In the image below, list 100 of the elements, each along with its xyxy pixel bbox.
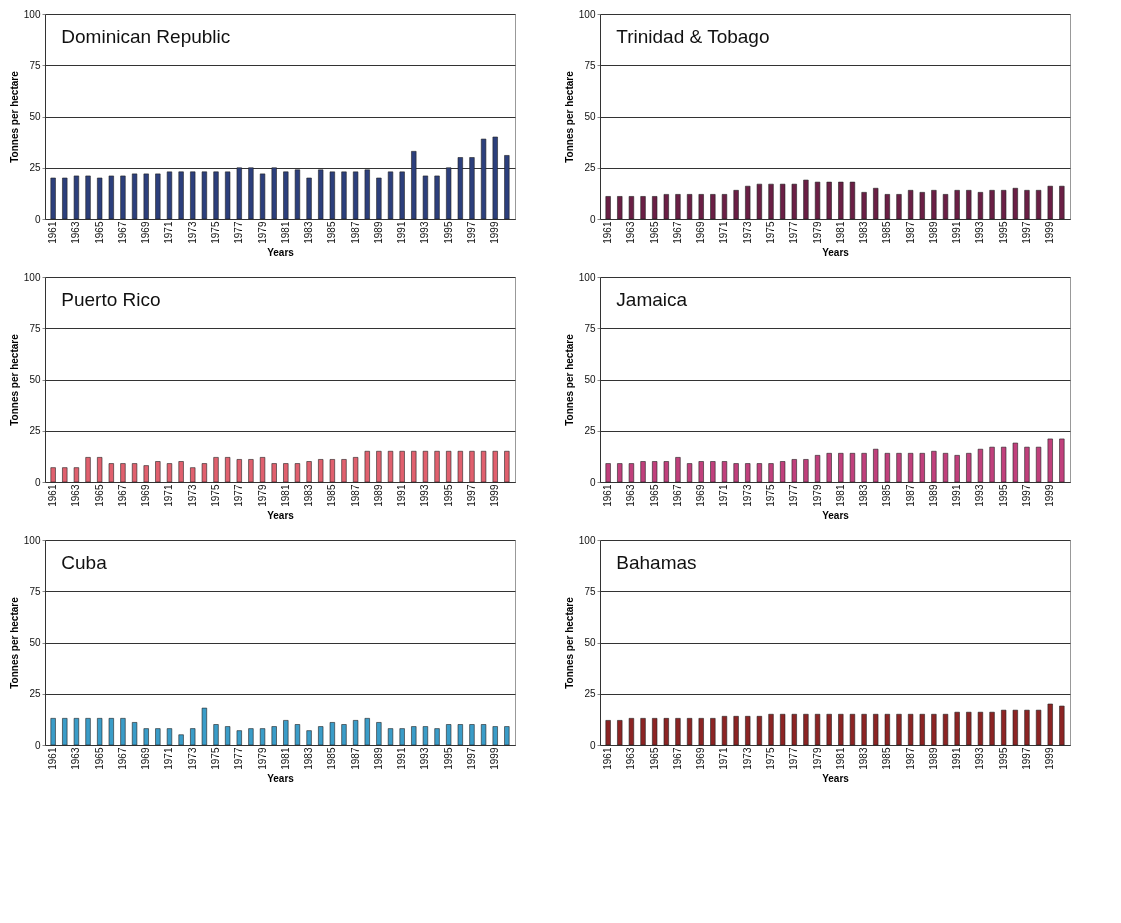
bar bbox=[376, 722, 382, 746]
y-tick-label: 100 bbox=[23, 8, 41, 20]
bar bbox=[271, 726, 277, 746]
x-tick-label: 1975 bbox=[210, 221, 222, 244]
y-tick-label: 25 bbox=[584, 162, 596, 174]
x-tick-label: 1999 bbox=[1044, 221, 1056, 244]
y-tick-label: 100 bbox=[578, 8, 596, 20]
y-tick-label: 75 bbox=[29, 322, 41, 334]
x-tick-label: 1975 bbox=[765, 747, 777, 770]
x-tick-label: 1985 bbox=[326, 221, 338, 244]
x-tick-label: 1989 bbox=[372, 484, 384, 507]
x-tick-label: 1997 bbox=[1020, 747, 1032, 770]
x-tick-label: 1989 bbox=[372, 221, 384, 244]
x-tick-label: 1979 bbox=[256, 221, 268, 244]
bar bbox=[259, 728, 266, 746]
x-tick-label: 1997 bbox=[1020, 221, 1032, 244]
x-tick-label: 1995 bbox=[997, 221, 1009, 244]
y-tick-label: 75 bbox=[584, 322, 596, 334]
x-tick-label: 1969 bbox=[695, 484, 707, 507]
bar bbox=[364, 718, 370, 746]
x-tick-label: 1979 bbox=[256, 747, 268, 770]
x-tick-label: 1977 bbox=[233, 484, 245, 507]
y-tick-label: 25 bbox=[584, 688, 596, 700]
x-tick-label: 1981 bbox=[279, 221, 291, 244]
bar bbox=[318, 726, 324, 746]
x-tick-label: 1973 bbox=[741, 747, 753, 770]
bar bbox=[259, 173, 266, 220]
bar bbox=[710, 461, 716, 483]
y-tick-label: 100 bbox=[23, 271, 41, 283]
x-tick-label: 1999 bbox=[489, 221, 501, 244]
x-tick-label: 1961 bbox=[47, 484, 59, 507]
bar bbox=[155, 173, 161, 220]
x-tick-label: 1963 bbox=[625, 484, 637, 507]
y-tick-label: 100 bbox=[578, 534, 596, 546]
x-tick-label: 1983 bbox=[303, 747, 315, 770]
bar bbox=[97, 177, 103, 220]
bar bbox=[745, 463, 751, 483]
x-tick-label: 1989 bbox=[372, 747, 384, 770]
bar bbox=[457, 724, 463, 746]
x-tick-label: 1991 bbox=[951, 484, 963, 507]
bar bbox=[190, 728, 196, 746]
x-tick-label: 1973 bbox=[741, 484, 753, 507]
x-tick-label: 1971 bbox=[163, 221, 175, 244]
x-tick-label: 1999 bbox=[1044, 484, 1056, 507]
bar bbox=[352, 171, 359, 220]
text: Trinidad & Tobago bbox=[616, 26, 770, 47]
x-tick-label: 1995 bbox=[442, 747, 454, 770]
x-tick-label: 1971 bbox=[718, 747, 730, 770]
bar bbox=[178, 171, 184, 220]
x-tick-label: 1993 bbox=[974, 484, 986, 507]
bar bbox=[62, 177, 68, 220]
x-tick-label: 1999 bbox=[1044, 747, 1056, 770]
x-tick-label: 1987 bbox=[904, 221, 916, 244]
x-tick-label: 1971 bbox=[163, 747, 175, 770]
bar bbox=[942, 453, 949, 483]
x-tick-label: 1969 bbox=[140, 484, 152, 507]
bar bbox=[85, 718, 91, 746]
bar bbox=[457, 157, 463, 220]
bar bbox=[155, 728, 161, 746]
bar bbox=[294, 169, 301, 220]
x-tick-label: 1991 bbox=[951, 221, 963, 244]
bar bbox=[399, 171, 405, 220]
x-tick-label: 1967 bbox=[116, 484, 128, 507]
y-axis-title: Tonnes per hectare bbox=[8, 70, 20, 163]
x-tick-label: 1983 bbox=[858, 747, 870, 770]
bar bbox=[213, 171, 219, 220]
bar bbox=[861, 453, 867, 483]
bar bbox=[329, 722, 335, 746]
x-tick-label: 1997 bbox=[465, 484, 477, 507]
bar bbox=[768, 463, 774, 483]
bar bbox=[605, 463, 611, 483]
bar bbox=[248, 167, 254, 220]
x-tick-label: 1963 bbox=[70, 484, 82, 507]
x-tick-label: 1967 bbox=[671, 747, 683, 770]
bar bbox=[791, 459, 797, 483]
y-tick-label: 25 bbox=[29, 162, 41, 174]
x-tick-label: 1969 bbox=[695, 747, 707, 770]
bar bbox=[352, 720, 359, 746]
y-tick-label: 0 bbox=[589, 476, 596, 488]
x-tick-label: 1987 bbox=[349, 484, 361, 507]
bar bbox=[480, 724, 487, 746]
bar bbox=[387, 171, 394, 220]
y-tick-label: 0 bbox=[34, 476, 41, 488]
bar bbox=[422, 175, 429, 220]
bar bbox=[884, 453, 890, 483]
bar bbox=[248, 728, 254, 746]
y-axis-title: Tonnes per hectare bbox=[563, 596, 575, 689]
y-tick-label: 50 bbox=[584, 637, 596, 648]
bar bbox=[364, 169, 370, 220]
bar bbox=[434, 175, 440, 220]
bar bbox=[236, 167, 242, 220]
bar bbox=[733, 463, 739, 483]
bar bbox=[686, 463, 693, 483]
y-axis-title: Tonnes per hectare bbox=[8, 333, 20, 426]
x-tick-label: 1973 bbox=[186, 484, 198, 507]
bar bbox=[954, 455, 960, 483]
bar bbox=[504, 726, 510, 746]
bar bbox=[85, 175, 91, 220]
x-tick-label: 1975 bbox=[765, 221, 777, 244]
bar bbox=[306, 730, 312, 746]
